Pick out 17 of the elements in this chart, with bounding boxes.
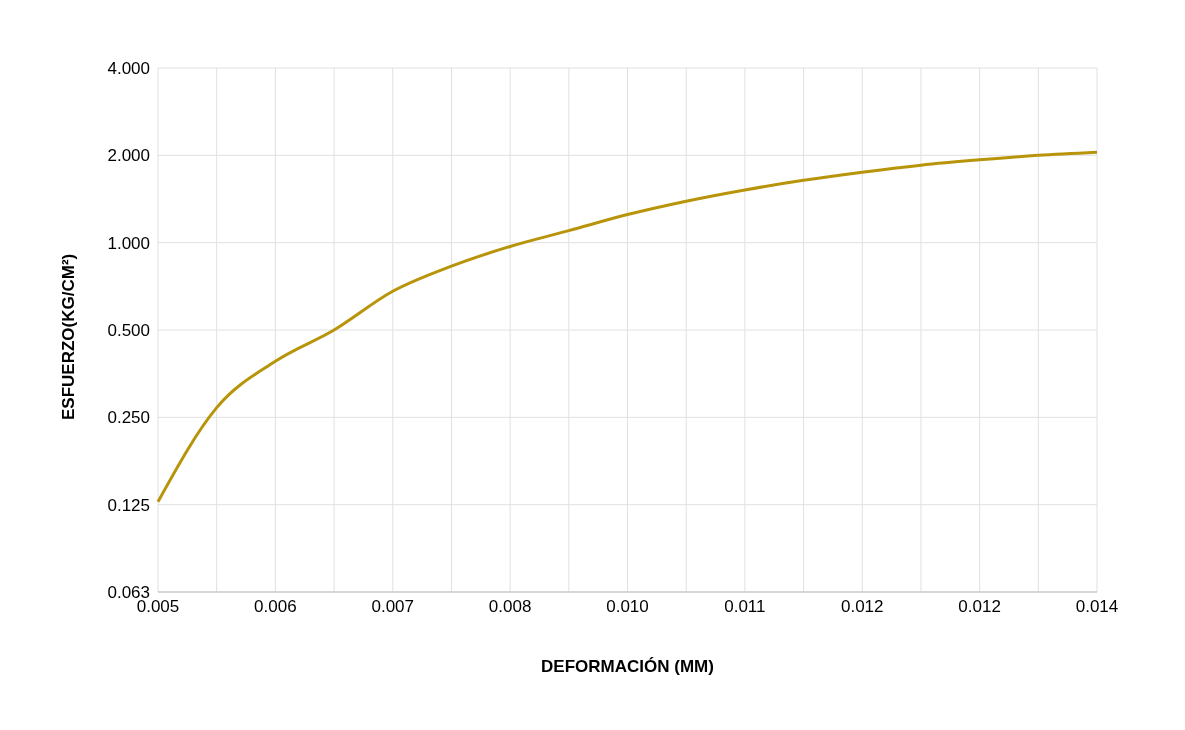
x-tick-label: 0.011 bbox=[724, 597, 766, 617]
line-series bbox=[156, 150, 1099, 504]
x-tick-label: 0.008 bbox=[488, 597, 532, 617]
y-tick-label: 0.250 bbox=[107, 408, 150, 428]
y-tick-label: 2.000 bbox=[107, 146, 150, 166]
y-tick-label: 0.500 bbox=[107, 321, 150, 341]
y-tick-label: 4.000 bbox=[107, 59, 150, 79]
x-tick-label: 0.006 bbox=[254, 597, 297, 617]
y-axis-title: ESFUERZO(KG/CM²) bbox=[59, 253, 79, 420]
x-tick-label: 0.010 bbox=[606, 597, 649, 617]
y-tick-label: 0.125 bbox=[107, 495, 150, 515]
x-tick-label: 0.014 bbox=[1075, 597, 1119, 617]
x-tick-label: 0.012 bbox=[840, 597, 884, 617]
y-tick-label: 1.000 bbox=[107, 233, 150, 253]
x-axis-title: DEFORMACIÓN (MM) bbox=[541, 657, 714, 676]
x-tick-label: 0.012 bbox=[958, 597, 1001, 617]
x-tick-label: 0.007 bbox=[371, 597, 415, 617]
